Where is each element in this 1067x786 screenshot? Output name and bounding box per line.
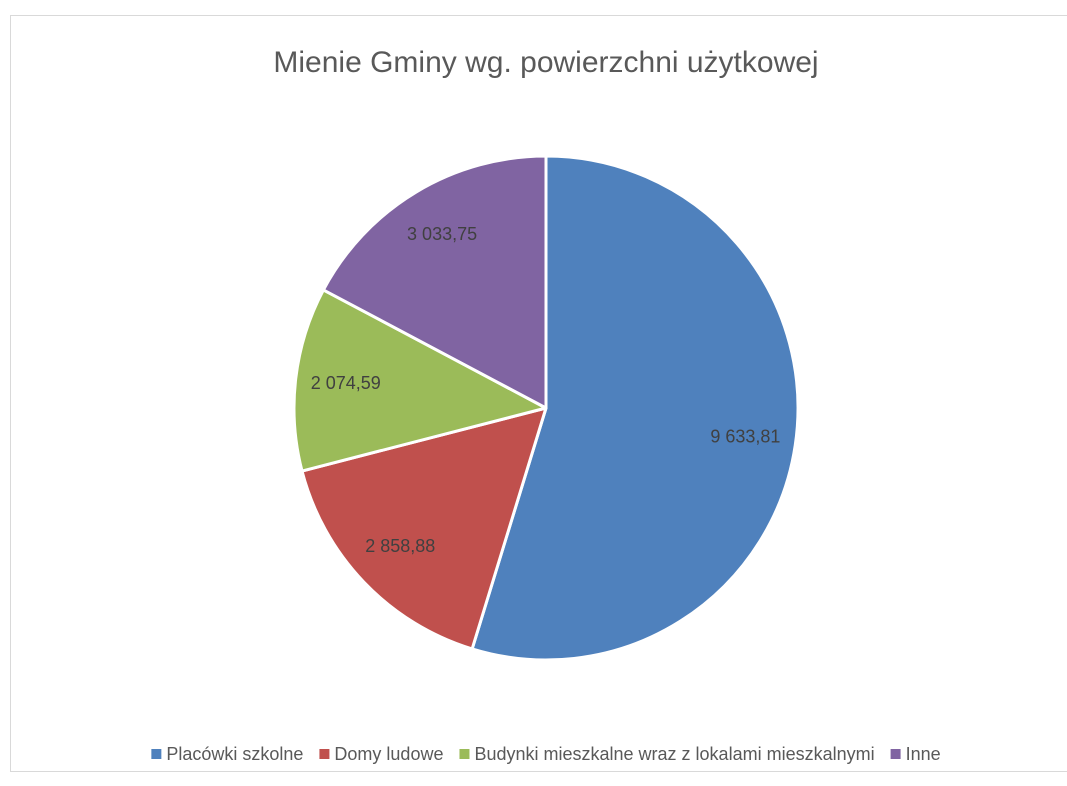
legend-label: Inne xyxy=(906,744,941,764)
data-label: 9 633,81 xyxy=(710,427,780,447)
legend-swatch xyxy=(151,749,162,759)
data-label: 2 858,88 xyxy=(365,536,435,556)
pie-slice xyxy=(470,154,800,662)
legend-swatch xyxy=(890,749,901,759)
legend-label: Placówki szkolne xyxy=(166,744,303,764)
pie-slice xyxy=(321,154,548,410)
legend-swatch xyxy=(319,749,330,759)
legend-swatch xyxy=(459,749,470,759)
data-label: 2 074,59 xyxy=(311,373,381,393)
legend-label: Domy ludowe xyxy=(334,744,443,764)
chart-title: Mienie Gminy wg. powierzchni użytkowej xyxy=(273,46,818,79)
pie-slice xyxy=(300,406,548,651)
data-label: 3 033,75 xyxy=(407,224,477,244)
pie-slice xyxy=(292,288,548,473)
legend-label: Budynki mieszkalne wraz z lokalami miesz… xyxy=(474,744,874,764)
